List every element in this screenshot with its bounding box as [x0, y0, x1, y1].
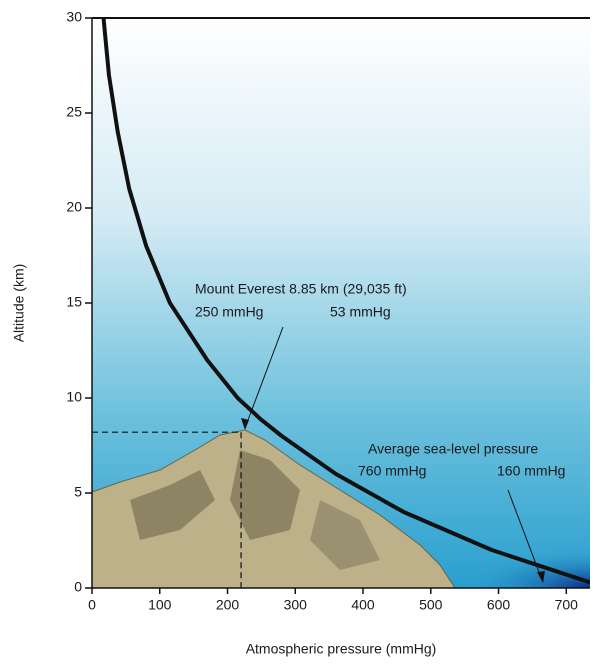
mountain-shade [130, 470, 215, 540]
y-tick-label: 15 [66, 294, 82, 310]
annotation: 160 mmHg [497, 463, 565, 479]
annotation: Mount Everest 8.85 km (29,035 ft) [195, 281, 407, 297]
arrow-head [537, 571, 545, 583]
annotation: 250 mmHg [195, 304, 263, 320]
x-tick-label: 500 [419, 597, 443, 613]
y-tick-label: 0 [74, 579, 82, 595]
annotation: 760 mmHg [358, 463, 426, 479]
x-tick-label: 0 [88, 597, 96, 613]
pressure-curve [101, 18, 590, 585]
y-tick-label: 30 [66, 9, 82, 25]
x-tick-label: 100 [148, 597, 172, 613]
annotation: Average sea-level pressure [368, 441, 538, 457]
x-tick-label: 200 [216, 597, 240, 613]
x-axis-title: Atmospheric pressure (mmHg) [246, 641, 437, 657]
mountain-shade [230, 450, 300, 540]
y-tick-label: 20 [66, 199, 82, 215]
annotation: 53 mmHg [330, 304, 391, 320]
mountain-shade [310, 500, 380, 570]
y-tick-label: 5 [74, 484, 82, 500]
x-tick-label: 300 [284, 597, 308, 613]
x-tick-label: 600 [487, 597, 511, 613]
x-tick-label: 400 [351, 597, 375, 613]
y-tick-label: 25 [66, 104, 82, 120]
x-tick-label: 700 [555, 597, 579, 613]
y-axis-title: Altitude (km) [11, 264, 27, 343]
arrow-head [241, 418, 249, 430]
y-tick-label: 10 [66, 389, 82, 405]
